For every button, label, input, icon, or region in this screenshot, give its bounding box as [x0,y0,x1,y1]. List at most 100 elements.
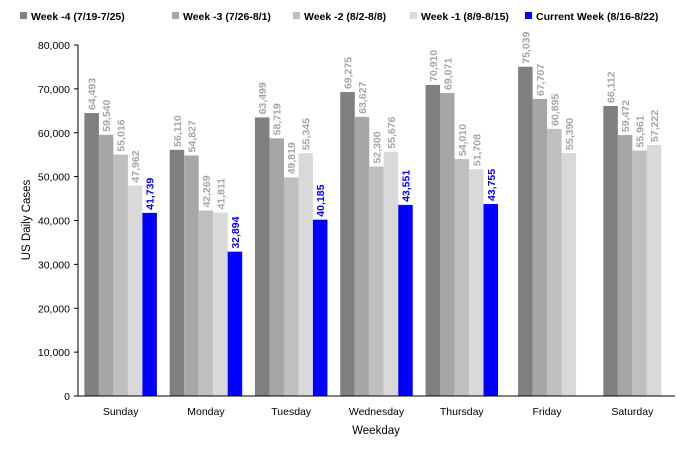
bar [254,117,270,397]
legend-swatch [20,12,27,19]
data-label: 58,719 [272,103,284,135]
data-label: 70,910 [428,50,440,82]
bar [532,98,548,396]
bar [127,185,143,396]
y-tick-label: 80,000 [38,40,70,52]
legend-swatch [525,12,532,19]
bar [298,153,313,396]
bar [369,166,384,396]
legend-label: Week -3 (7/26-8/1) [183,11,271,23]
bar [312,219,328,396]
y-tick-labels: 0 10,000 20,000 30,000 40,000 50,000 60,000 70,… [38,40,78,403]
data-label: 59,540 [101,99,113,131]
x-tick-label: Tuesday [271,406,312,418]
data-label: 56,110 [172,115,184,147]
bar [354,116,370,396]
bar [425,84,441,396]
legend-label: Week -2 (8/2-8/8) [304,11,386,23]
data-label: 64,493 [87,78,99,110]
bar [169,149,185,396]
y-tick-label: 20,000 [38,303,70,315]
x-tick-label: Wednesday [349,406,405,418]
legend-label: Current Week (8/16-8/22) [536,11,658,23]
bars [84,66,662,397]
data-label: 63,499 [257,82,269,114]
x-tick-label: Sunday [103,406,139,418]
bar [603,105,618,397]
data-label: 40,185 [315,184,327,216]
bar [469,169,484,396]
data-label: 63,627 [357,82,369,114]
data-label: 67,707 [535,64,547,96]
y-tick-label: 30,000 [38,259,70,271]
x-tick-label: Thursday [440,406,485,418]
data-label: 54,827 [186,120,198,152]
x-tick-label: Saturday [611,406,654,418]
bar [283,177,299,396]
legend: Week -4 (7/19-7/25) Week -3 (7/26-8/1) Wee… [20,11,658,23]
data-label: 42,269 [201,175,213,207]
data-label: 69,071 [442,58,454,90]
bar [483,204,499,396]
data-label: 60,895 [549,94,561,126]
data-label: 41,811 [215,178,227,210]
legend-swatch [172,12,179,19]
bar [398,204,413,396]
y-tick-label: 40,000 [38,216,70,228]
legend-label: Week -1 (8/9-8/15) [421,11,509,23]
bar [198,210,214,396]
bar [547,128,562,396]
bar [340,92,355,396]
data-label: 55,961 [635,115,647,147]
bar [113,154,128,396]
y-tick-label: 60,000 [38,128,70,140]
data-label: 54,010 [457,124,469,156]
legend-swatch [410,12,417,19]
bar [646,144,662,396]
data-label: 75,039 [520,31,532,63]
bar [213,212,228,396]
x-tick-labels: Sunday Monday Tuesday Wednesday Thursday Frid… [103,406,654,418]
bar [269,138,284,396]
y-axis-title: US Daily Cases [21,179,33,260]
data-label: 57,222 [649,110,661,142]
bar [561,152,577,396]
bar [454,159,470,396]
data-label: 47,962 [130,150,142,182]
bar [440,92,455,396]
data-label: 52,300 [372,131,384,163]
y-tick-label: 70,000 [38,84,70,96]
x-tick-label: Friday [532,406,562,418]
data-label: 43,755 [486,169,498,201]
data-label: 55,676 [386,116,398,148]
x-tick-label: Monday [187,406,225,418]
legend-swatch [293,12,300,19]
data-label: 51,708 [471,134,483,166]
data-label: 49,819 [286,142,298,174]
data-label: 55,345 [301,118,313,150]
data-label: 43,551 [401,170,413,202]
data-label: 69,275 [343,57,355,89]
data-label: 66,112 [606,71,618,103]
bar [98,134,114,396]
bar [227,251,243,396]
legend-label: Week -4 (7/19-7/25) [31,11,125,23]
data-label: 55,016 [116,119,128,151]
y-tick-label: 50,000 [38,172,70,184]
bar [383,151,399,396]
bar [518,66,533,396]
y-tick-label: 0 [64,391,70,403]
bar [84,113,99,397]
bar [632,150,647,396]
data-label: 32,894 [230,216,242,248]
data-label: 41,739 [145,178,157,210]
x-axis-title: Weekday [352,425,400,437]
data-label: 59,472 [620,100,632,132]
bar [617,135,633,397]
bar [184,155,199,396]
y-tick-label: 10,000 [38,347,70,359]
bar [142,212,157,396]
data-label: 55,390 [564,118,576,150]
